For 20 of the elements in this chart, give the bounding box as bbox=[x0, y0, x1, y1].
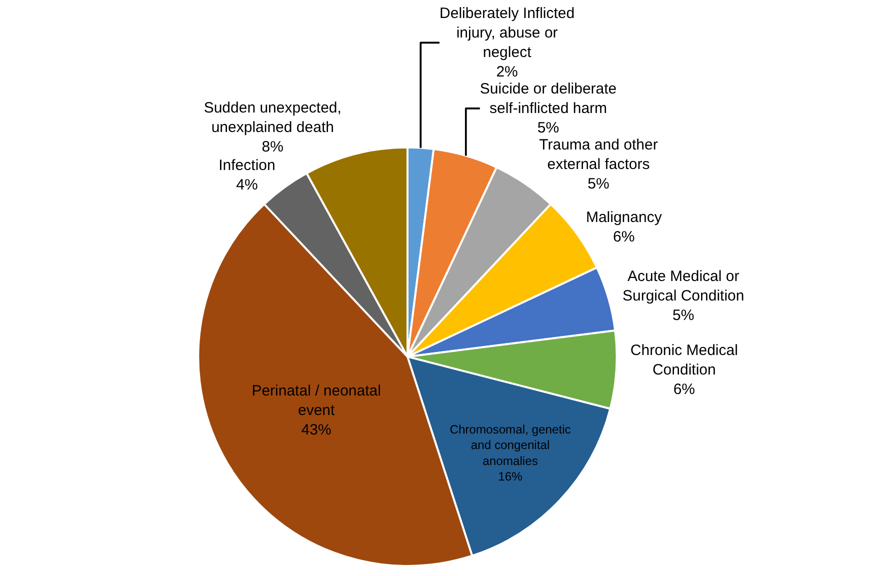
slice-label: Chronic Medical Condition bbox=[630, 342, 738, 378]
data-label: 16% bbox=[498, 470, 523, 484]
data-label: 5% bbox=[672, 307, 694, 324]
data-label: 8% bbox=[262, 138, 284, 156]
slice-label: Acute Medical or Surgical Condition bbox=[622, 268, 744, 305]
data-label: 5% bbox=[537, 119, 560, 136]
slice-label: Suicide or deliberate self-inflicted harm bbox=[480, 80, 617, 117]
data-label: 5% bbox=[588, 175, 610, 192]
slice-label: Sudden unexpected, unexplained death bbox=[204, 100, 342, 136]
slice-label: Malignancy bbox=[586, 209, 662, 226]
slice-label: Infection bbox=[218, 157, 276, 174]
data-label: 2% bbox=[496, 63, 518, 80]
slice-label: Deliberately Inflicted injury, abuse or neglect bbox=[440, 4, 575, 61]
slice-label: Trauma and other external factors bbox=[539, 136, 658, 173]
data-label: 43% bbox=[301, 422, 332, 439]
slice-label: Chromosomal, genetic and congenital anomalies bbox=[450, 422, 571, 468]
data-label: 6% bbox=[613, 228, 635, 246]
data-label: 4% bbox=[236, 176, 258, 194]
data-label: 6% bbox=[673, 380, 696, 398]
slice-label: Perinatal / neonatal event bbox=[252, 382, 381, 420]
